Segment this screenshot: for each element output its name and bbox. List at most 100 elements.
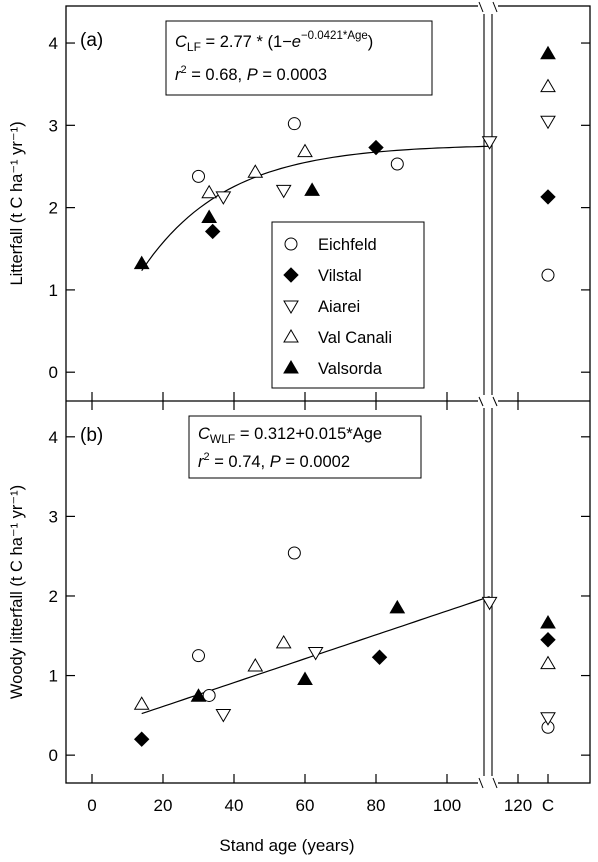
marker-open-circle bbox=[541, 268, 555, 282]
marker-open-circle bbox=[192, 649, 205, 663]
stats-end: = 0.0003 bbox=[258, 66, 327, 84]
marker-filled-diamond bbox=[540, 632, 556, 648]
marker-filled-diamond bbox=[204, 223, 221, 240]
marker-filled-triangle-up bbox=[201, 209, 218, 223]
fit-stats: r2 = 0.74, P = 0.0002 bbox=[198, 451, 350, 471]
marker-open-triangle-up bbox=[283, 329, 299, 343]
stats-r: r bbox=[175, 66, 182, 84]
x-tick-label-c: C bbox=[542, 796, 554, 815]
y-tick-label: 1 bbox=[49, 667, 58, 686]
equation-box bbox=[165, 20, 433, 96]
marker-open-triangle-down bbox=[215, 709, 232, 723]
plot-frame bbox=[65, 0, 591, 790]
stats-sup: 2 bbox=[204, 451, 210, 463]
marker-open-triangle-down bbox=[481, 596, 498, 611]
stats-p: P bbox=[270, 453, 281, 471]
marker-open-triangle-up bbox=[247, 658, 264, 672]
marker-open-triangle-down bbox=[307, 646, 324, 661]
marker-filled-triangle-up bbox=[389, 599, 406, 614]
x-tick-label: 40 bbox=[225, 796, 244, 815]
equation-box bbox=[188, 415, 422, 479]
equation-var: C bbox=[198, 425, 210, 443]
y-axis-label: Woody litterfall (t C ha⁻¹ yr⁻¹) bbox=[8, 485, 26, 699]
stats-mid: = 0.68, bbox=[187, 66, 247, 84]
equation-e: e bbox=[292, 33, 301, 51]
stats-mid: = 0.74, bbox=[210, 453, 270, 471]
legend-label: Val Canali bbox=[318, 329, 392, 347]
marker-open-triangle-up bbox=[133, 696, 150, 710]
axis-break-slash bbox=[478, 1, 484, 13]
equation-subscript: WLF bbox=[210, 432, 235, 446]
legend bbox=[271, 221, 425, 389]
y-tick-label: 2 bbox=[49, 587, 58, 606]
x-tick-label: 120 bbox=[504, 796, 532, 815]
y-tick-label: 3 bbox=[49, 116, 58, 135]
axis-break-gap-h bbox=[478, 776, 498, 790]
marker-filled-triangle-up bbox=[297, 671, 313, 686]
marker-filled-diamond bbox=[540, 189, 556, 205]
x-axis-label: Stand age (years) bbox=[219, 836, 354, 855]
panel-label: (b) bbox=[80, 425, 103, 446]
fit-line bbox=[141, 145, 490, 272]
marker-filled-triangle-up bbox=[190, 688, 207, 702]
axis-break-slash bbox=[492, 777, 498, 789]
axis-break-slash bbox=[478, 777, 484, 789]
equation-var: C bbox=[175, 33, 187, 51]
marker-open-triangle-down bbox=[283, 300, 299, 314]
y-tick-label: 3 bbox=[49, 507, 58, 526]
fit-equation: CLF = 2.77 * (1−e−0.0421*Age) bbox=[175, 30, 373, 54]
stats-r: r bbox=[198, 453, 205, 471]
marker-filled-diamond bbox=[368, 139, 384, 156]
equation-exponent: −0.0421*Age bbox=[301, 30, 368, 42]
marker-filled-triangle-up bbox=[283, 360, 299, 374]
legend-label: Valsorda bbox=[318, 360, 383, 378]
marker-open-triangle-up bbox=[540, 655, 556, 670]
stats-sup: 2 bbox=[181, 64, 187, 76]
marker-open-circle bbox=[284, 237, 298, 251]
marker-filled-triangle-up bbox=[540, 45, 556, 60]
y-tick-label: 4 bbox=[49, 428, 58, 447]
marker-filled-triangle-up bbox=[133, 255, 150, 270]
equation-rhs: = 0.312+0.015*Age bbox=[235, 425, 382, 443]
x-tick-label: 20 bbox=[154, 796, 173, 815]
figure-border bbox=[65, 5, 591, 784]
x-tick-label: 60 bbox=[296, 796, 315, 815]
marker-open-circle bbox=[287, 546, 301, 560]
legend-label: Aiarei bbox=[318, 298, 360, 316]
panel-b: 0 1 2 3 4 Woody litterfall (t C ha⁻¹ yr⁻¹) (b)… bbox=[8, 415, 590, 765]
fit-equation: CWLF = 0.312+0.015*Age bbox=[198, 425, 382, 446]
marker-open-triangle-down bbox=[540, 712, 556, 726]
y-tick-label: 4 bbox=[49, 34, 58, 53]
marker-open-circle bbox=[202, 688, 216, 702]
stats-p: P bbox=[247, 66, 258, 84]
marker-open-triangle-down bbox=[481, 136, 498, 150]
panel-label: (a) bbox=[80, 30, 103, 51]
axis-break-slash bbox=[478, 396, 484, 407]
axis-break-slash bbox=[492, 1, 498, 13]
marker-open-triangle-down bbox=[275, 184, 292, 199]
equation-close: ) bbox=[368, 33, 374, 51]
y-tick-label: 1 bbox=[49, 281, 58, 300]
marker-open-triangle-down bbox=[540, 115, 556, 130]
marker-open-triangle-up bbox=[540, 78, 556, 93]
y-tick-label: 0 bbox=[49, 746, 58, 765]
marker-open-triangle-up bbox=[247, 164, 264, 178]
marker-open-circle bbox=[390, 157, 404, 171]
panel-a: 0 1 2 3 4 Litterfall (t C ha⁻¹ yr⁻¹) (a) CLF = … bbox=[8, 20, 590, 389]
marker-open-triangle-down bbox=[215, 191, 232, 205]
equation-subscript: LF bbox=[187, 40, 201, 54]
y-tick-label: 2 bbox=[49, 199, 58, 218]
axis-break-slash bbox=[492, 396, 498, 407]
marker-filled-triangle-up bbox=[540, 615, 556, 629]
marker-open-triangle-up bbox=[297, 143, 313, 158]
marker-open-circle bbox=[287, 117, 301, 131]
marker-filled-triangle-up bbox=[304, 182, 320, 196]
y-tick-label: 0 bbox=[49, 363, 58, 382]
marker-open-triangle-up bbox=[275, 634, 292, 649]
x-tick-label: 100 bbox=[433, 796, 461, 815]
marker-filled-diamond bbox=[283, 267, 299, 283]
legend-label: Vilstal bbox=[318, 267, 362, 285]
marker-filled-diamond bbox=[371, 649, 388, 665]
x-tick-label: 0 bbox=[87, 796, 96, 815]
